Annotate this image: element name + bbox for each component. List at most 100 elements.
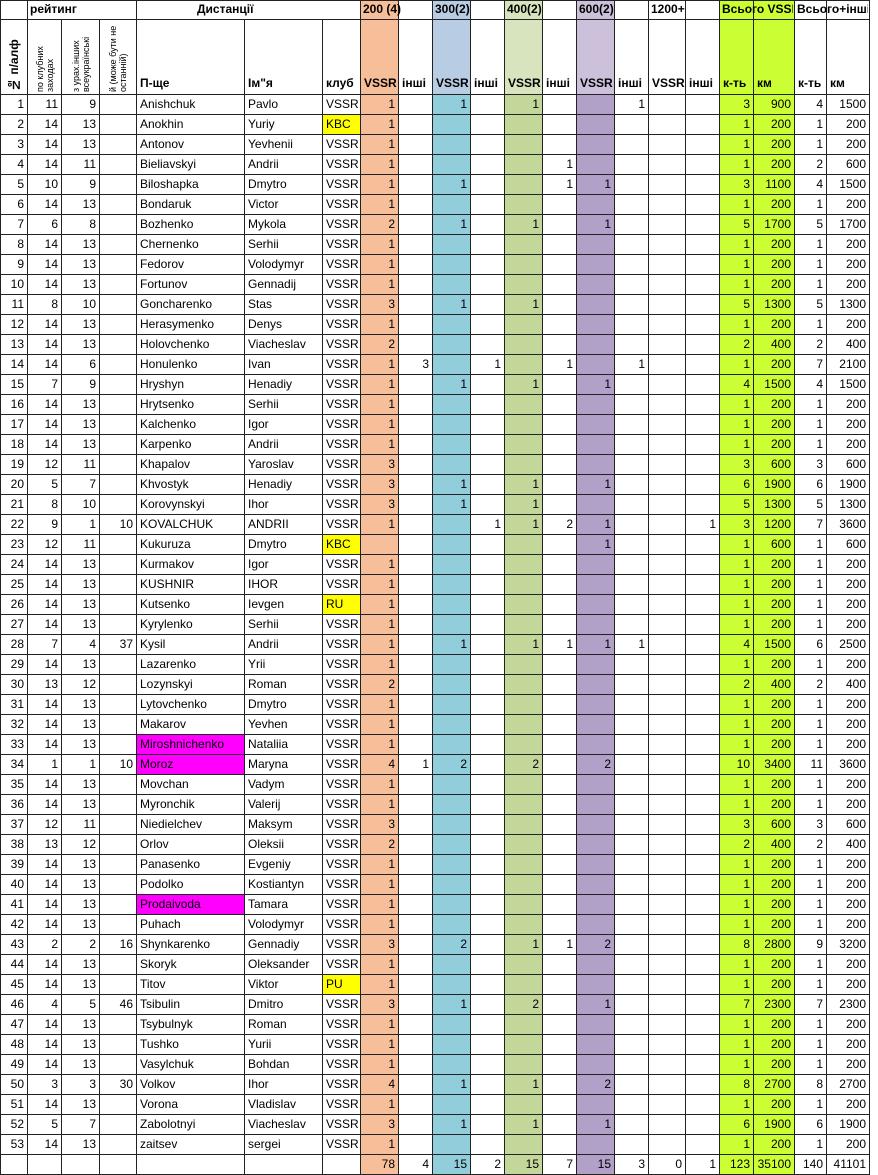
cell: 13 [62, 695, 100, 715]
cell: 14 [28, 355, 62, 375]
cell: VSSR [323, 275, 361, 295]
cell [100, 855, 137, 875]
cell: 46 [100, 995, 137, 1015]
cell [471, 1015, 505, 1035]
cell: 13 [62, 395, 100, 415]
cell [433, 975, 471, 995]
cell: 2 [505, 995, 543, 1015]
cell: Gennadij [245, 275, 323, 295]
cell: Ihor [245, 495, 323, 515]
cell: Maksym [245, 815, 323, 835]
cell: Yuriy [245, 115, 323, 135]
cell [649, 95, 686, 115]
cell: Orlov [137, 835, 245, 855]
cell [505, 1035, 543, 1055]
cell: 1 [361, 735, 399, 755]
cell: 14 [28, 575, 62, 595]
cell: 11 [62, 535, 100, 555]
cell [100, 595, 137, 615]
cell: 1 [795, 235, 827, 255]
cell [433, 855, 471, 875]
cell [100, 275, 137, 295]
cell: VSSR [323, 255, 361, 275]
cell: 14 [28, 655, 62, 675]
cell: 1500 [754, 375, 795, 395]
cell [686, 955, 720, 975]
cell: 1300 [754, 295, 795, 315]
cell: 200 [827, 255, 870, 275]
cell: 200 [754, 855, 795, 875]
cell: Zabolotnyi [137, 1115, 245, 1135]
cell [649, 735, 686, 755]
cell: 1 [433, 295, 471, 315]
cell: 13 [62, 915, 100, 935]
cell [686, 715, 720, 735]
cell [543, 995, 577, 1015]
column-header: інші [399, 20, 433, 95]
cell: Dmytro [245, 175, 323, 195]
cell: 200 [827, 395, 870, 415]
cell [615, 615, 649, 635]
cell: 1900 [827, 1115, 870, 1135]
cell: Oleksii [245, 835, 323, 855]
cell: Fedorov [137, 255, 245, 275]
cell [100, 375, 137, 395]
cell [577, 115, 615, 135]
cell: 14 [28, 115, 62, 135]
total-cell: 15 [433, 1155, 471, 1175]
cell [649, 895, 686, 915]
cell [505, 455, 543, 475]
cell [615, 335, 649, 355]
cell: 8 [720, 935, 754, 955]
cell: 1 [615, 635, 649, 655]
cell [577, 1015, 615, 1035]
cell [686, 1095, 720, 1115]
cell [100, 795, 137, 815]
cell [100, 395, 137, 415]
cell [649, 815, 686, 835]
cell: 7 [62, 475, 100, 495]
cell [399, 135, 433, 155]
cell [686, 855, 720, 875]
cell: 13 [62, 955, 100, 975]
cell [399, 255, 433, 275]
cell [543, 335, 577, 355]
group-header: Всього VSSR [722, 2, 793, 16]
cell: 13 [62, 555, 100, 575]
cell: 1 [720, 595, 754, 615]
cell [433, 315, 471, 335]
cell: 200 [754, 875, 795, 895]
cell: 30 [0, 675, 28, 695]
cell [649, 415, 686, 435]
cell: 1 [361, 775, 399, 795]
cell: 2 [577, 755, 615, 775]
cell: Evgeniy [245, 855, 323, 875]
cell: Andrii [245, 635, 323, 655]
cell [433, 535, 471, 555]
cell: 200 [754, 735, 795, 755]
cell: 1 [543, 935, 577, 955]
cell: 200 [754, 1055, 795, 1075]
cell [577, 155, 615, 175]
column-header: VSSR [649, 20, 686, 95]
cell [649, 935, 686, 955]
cell [543, 575, 577, 595]
cell [399, 1135, 433, 1155]
cell [100, 1035, 137, 1055]
cell: 200 [754, 655, 795, 675]
cell: 1 [471, 355, 505, 375]
total-cell [137, 1155, 245, 1175]
cell [433, 815, 471, 835]
cell: 1 [505, 295, 543, 315]
cell: 1 [577, 995, 615, 1015]
cell: Podolko [137, 875, 245, 895]
cell [505, 535, 543, 555]
cell: 3200 [827, 935, 870, 955]
column-header: інші [471, 20, 505, 95]
cell [471, 215, 505, 235]
cell [505, 315, 543, 335]
cell: 1 [361, 895, 399, 915]
cell: Viacheslav [245, 1115, 323, 1135]
cell: Karpenko [137, 435, 245, 455]
